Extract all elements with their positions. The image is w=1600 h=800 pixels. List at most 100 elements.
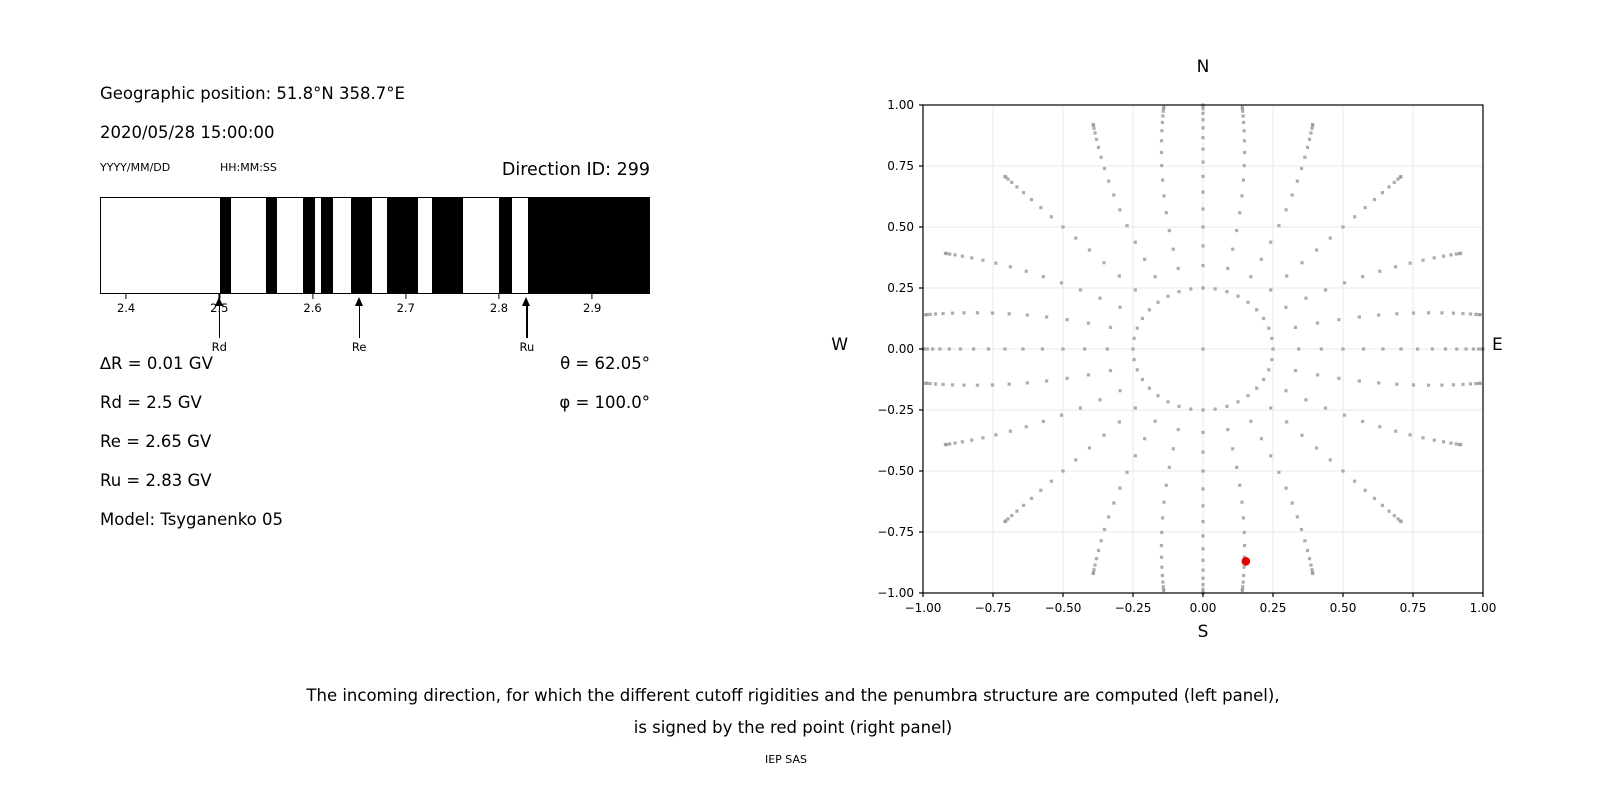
direction-dot xyxy=(1107,515,1111,519)
figure-caption-line2: is signed by the red point (right panel) xyxy=(633,718,953,737)
direction-dot xyxy=(1133,288,1137,292)
direction-dot xyxy=(1242,163,1246,168)
direction-dot xyxy=(1328,236,1332,240)
direction-dot xyxy=(990,383,995,387)
direction-dot xyxy=(1309,563,1313,567)
direction-dot xyxy=(1201,207,1205,211)
direction-dot xyxy=(928,382,932,386)
direction-dot xyxy=(1474,382,1478,386)
direction-dot xyxy=(1459,443,1463,447)
direction-dot xyxy=(1140,316,1144,321)
direction-dot xyxy=(924,313,928,317)
direction-dot xyxy=(1411,311,1416,315)
direction-dot xyxy=(1092,568,1096,572)
direction-dot xyxy=(1271,347,1275,351)
x-axis-tick-label: 0.75 xyxy=(1400,601,1427,615)
penumbra-bands xyxy=(101,198,649,293)
direction-dot xyxy=(1299,527,1304,532)
direction-dot xyxy=(1007,312,1011,316)
cutoff-marker-label: Re xyxy=(351,340,367,354)
direction-dot xyxy=(1201,174,1205,179)
direction-dot xyxy=(1378,269,1382,273)
direction-dot xyxy=(1133,454,1137,458)
direction-dot xyxy=(1093,131,1097,135)
direction-dot xyxy=(1426,311,1431,315)
direction-dot xyxy=(1319,347,1323,351)
direction-dot xyxy=(1432,438,1436,442)
direction-dot xyxy=(1242,139,1247,143)
direction-dot xyxy=(1231,247,1235,251)
direction-dot xyxy=(1003,519,1007,524)
direction-dot xyxy=(1381,347,1385,351)
direction-dot xyxy=(1246,300,1250,304)
direction-dot xyxy=(1269,454,1273,458)
direction-dot xyxy=(1242,120,1246,125)
cutoff-marker-label: Ru xyxy=(519,340,535,354)
direction-dot xyxy=(1361,419,1365,424)
direction-dot xyxy=(1451,311,1456,315)
penumbra-x-tick-label: 2.8 xyxy=(489,301,509,315)
direction-dot xyxy=(1098,398,1102,402)
direction-dot xyxy=(1267,368,1271,372)
arrow-shaft xyxy=(218,305,220,338)
selected-direction-dot xyxy=(1241,556,1251,566)
penumbra-band xyxy=(303,198,315,293)
direction-dot xyxy=(1226,428,1230,432)
direction-dot xyxy=(1259,437,1263,441)
direction-dot xyxy=(1093,563,1097,567)
direction-dot xyxy=(1003,347,1007,351)
direction-dot xyxy=(1235,228,1239,233)
direction-dot xyxy=(1201,576,1205,580)
param-model: Model: Tsyganenko 05 xyxy=(100,510,284,529)
direction-dot xyxy=(953,441,957,445)
direction-dot xyxy=(1102,527,1107,532)
penumbra-x-tick-label: 2.4 xyxy=(116,301,136,315)
compass-east-label: E xyxy=(1492,335,1503,355)
x-axis-tick-label: 1.00 xyxy=(1470,601,1497,615)
x-axis-tick-label: −1.00 xyxy=(905,601,942,615)
penumbra-band xyxy=(498,198,512,293)
penumbra-x-tick xyxy=(218,294,220,299)
direction-dot xyxy=(962,383,966,387)
direction-dot xyxy=(1108,368,1113,373)
direction-dot xyxy=(1426,383,1431,387)
direction-dot xyxy=(1059,413,1064,417)
param-delta-r: ∆R = 0.01 GV xyxy=(100,354,213,373)
x-axis-tick-label: 0.00 xyxy=(1190,601,1217,615)
x-axis-tick-label: −0.25 xyxy=(1115,601,1152,615)
direction-dot xyxy=(1421,436,1425,440)
direction-dot xyxy=(1284,486,1288,490)
up-arrow-icon xyxy=(522,297,531,306)
direction-dot xyxy=(1240,194,1244,198)
direction-dot xyxy=(1262,377,1266,382)
direction-dot xyxy=(1440,311,1444,315)
direction-dot xyxy=(1189,407,1193,411)
direction-dot xyxy=(1478,313,1482,317)
penumbra-x-tick-label: 2.6 xyxy=(303,301,322,315)
direction-dot xyxy=(928,312,932,316)
direction-dot xyxy=(1024,269,1028,273)
direction-dot xyxy=(1201,244,1205,248)
direction-dot xyxy=(1255,386,1259,390)
direction-dot xyxy=(950,311,955,315)
direction-dot xyxy=(981,436,985,440)
arrow-shaft xyxy=(526,305,528,338)
direction-dot xyxy=(1065,376,1069,380)
direction-dot xyxy=(1045,379,1049,383)
direction-dot xyxy=(1449,441,1453,445)
direction-dot xyxy=(970,438,974,442)
direction-dot xyxy=(1086,373,1091,377)
direction-dot xyxy=(1241,109,1245,113)
direction-dot xyxy=(1160,129,1164,133)
y-axis-tick-label: 0.50 xyxy=(887,220,914,234)
direction-dot xyxy=(1284,305,1288,309)
direction-dot xyxy=(1118,305,1122,309)
direction-dot xyxy=(1377,313,1381,317)
direction-dot xyxy=(1341,469,1345,473)
direction-dot xyxy=(1408,433,1412,437)
direction-dot xyxy=(1096,145,1101,150)
direction-dot xyxy=(1474,312,1478,316)
direction-dot xyxy=(1102,166,1107,171)
penumbra-x-tick xyxy=(125,294,127,299)
direction-dot xyxy=(1161,580,1165,584)
